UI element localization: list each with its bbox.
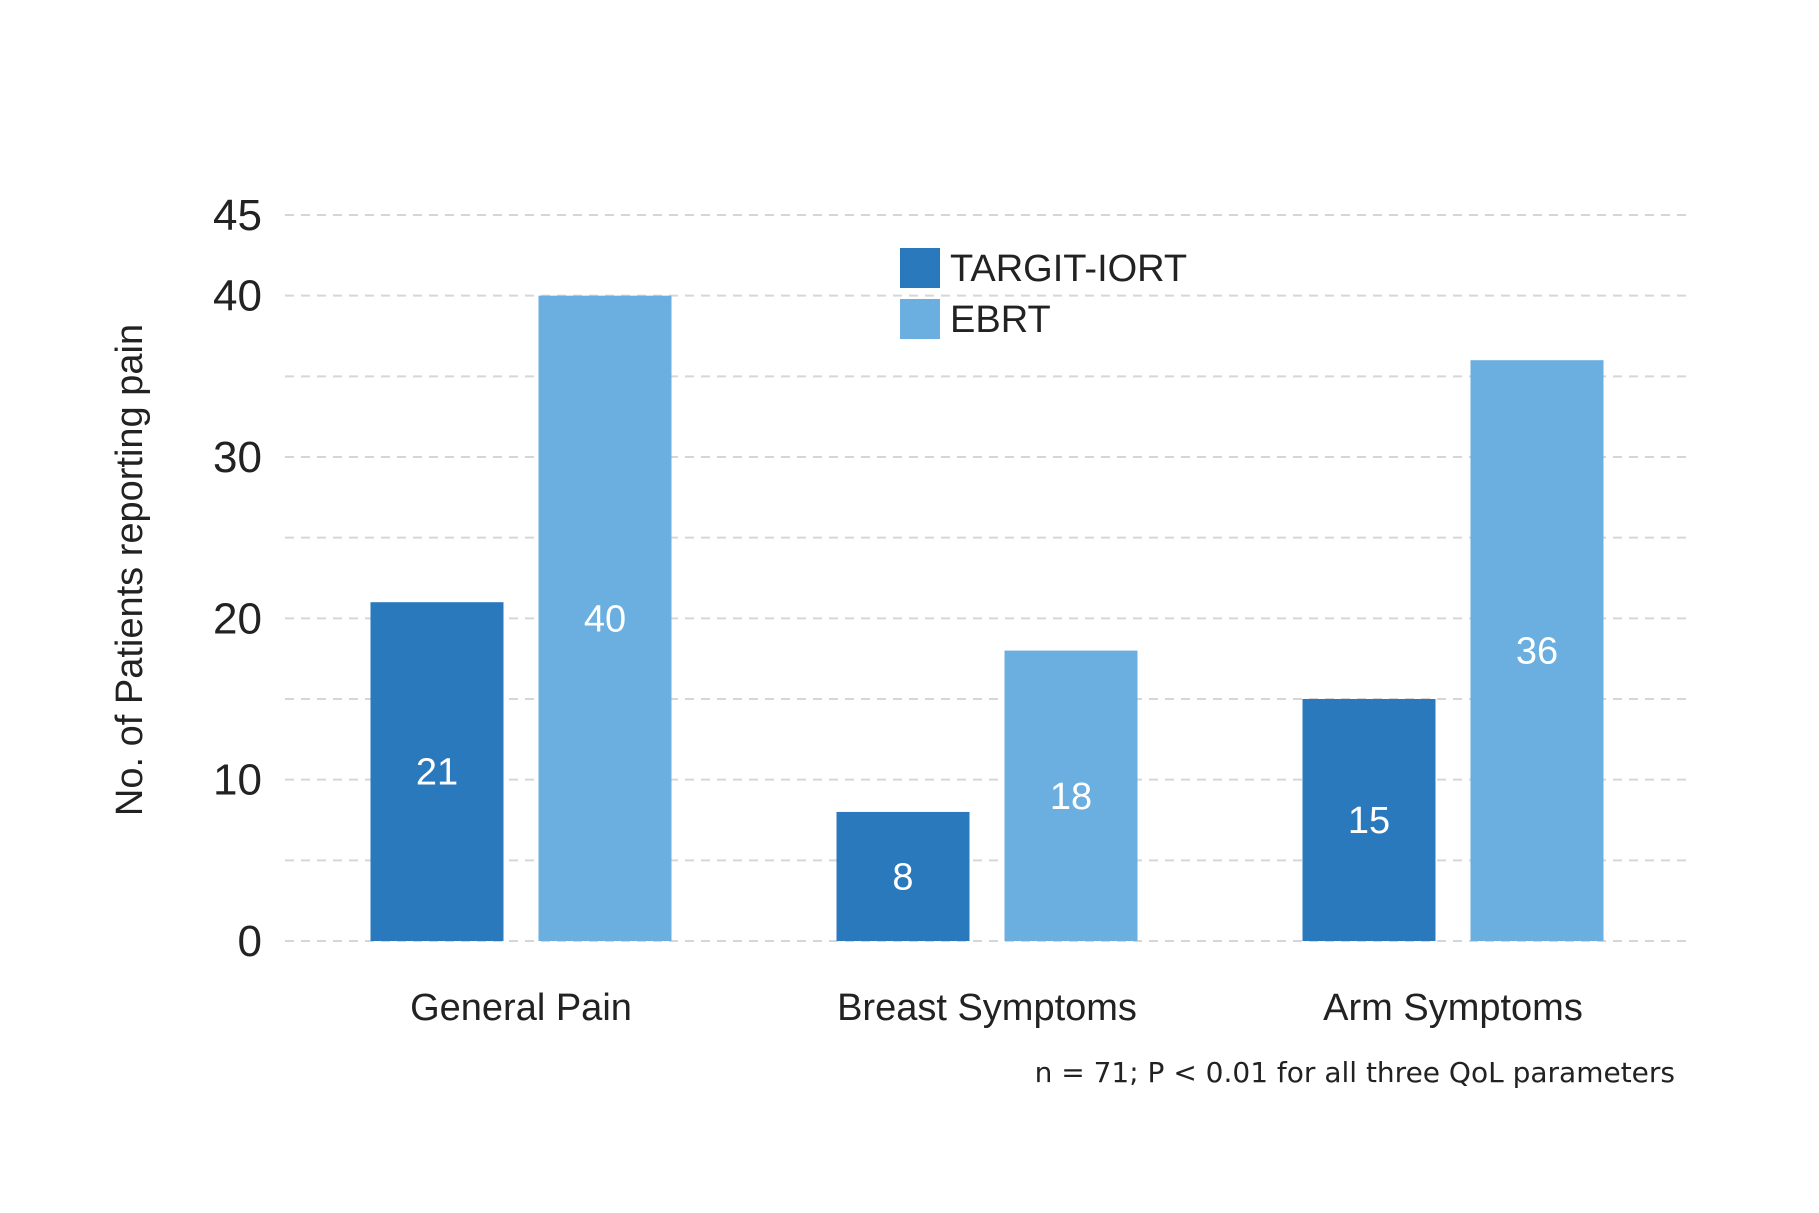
legend-label: TARGIT-IORT — [950, 248, 1187, 290]
y-tick-label: 40 — [213, 272, 262, 321]
y-tick-label: 20 — [213, 594, 262, 643]
bar-value-label: 36 — [1516, 631, 1558, 673]
bar-value-label: 15 — [1348, 800, 1390, 842]
bar-targit-iort — [370, 602, 504, 941]
gridlines — [285, 214, 1690, 942]
y-tick-label: 0 — [238, 917, 262, 966]
bar-ebrt — [538, 295, 672, 942]
bar-value-label: 21 — [416, 752, 458, 794]
bars: 21 40 8 18 15 36 — [370, 295, 1604, 942]
y-axis-ticks: 0 10 20 30 40 45 — [213, 191, 262, 966]
x-category-label: Breast Symptoms — [837, 987, 1137, 1029]
y-tick-label: 10 — [213, 756, 262, 805]
x-category-label: General Pain — [410, 987, 632, 1029]
y-tick-label: 30 — [213, 433, 262, 482]
x-axis-categories: General Pain Breast Symptoms Arm Symptoms — [410, 987, 1583, 1029]
bar-targit-iort — [836, 811, 970, 941]
legend-swatch — [900, 299, 940, 339]
footnote: n = 71; P < 0.01 for all three QoL param… — [1035, 1056, 1675, 1089]
bar-value-label: 40 — [584, 598, 626, 640]
legend: TARGIT-IORT EBRT — [900, 248, 1187, 341]
bar-value-label: 18 — [1050, 776, 1092, 818]
x-category-label: Arm Symptoms — [1323, 987, 1583, 1029]
y-tick-label: 45 — [213, 191, 262, 240]
bar-targit-iort — [1302, 699, 1436, 941]
bar-value-label: 8 — [892, 856, 913, 898]
y-axis-title: No. of Patients reporting pain — [109, 324, 151, 816]
legend-label: EBRT — [950, 299, 1051, 341]
bar-ebrt — [1004, 650, 1138, 941]
legend-swatch — [900, 248, 940, 288]
bar-ebrt — [1470, 360, 1604, 941]
